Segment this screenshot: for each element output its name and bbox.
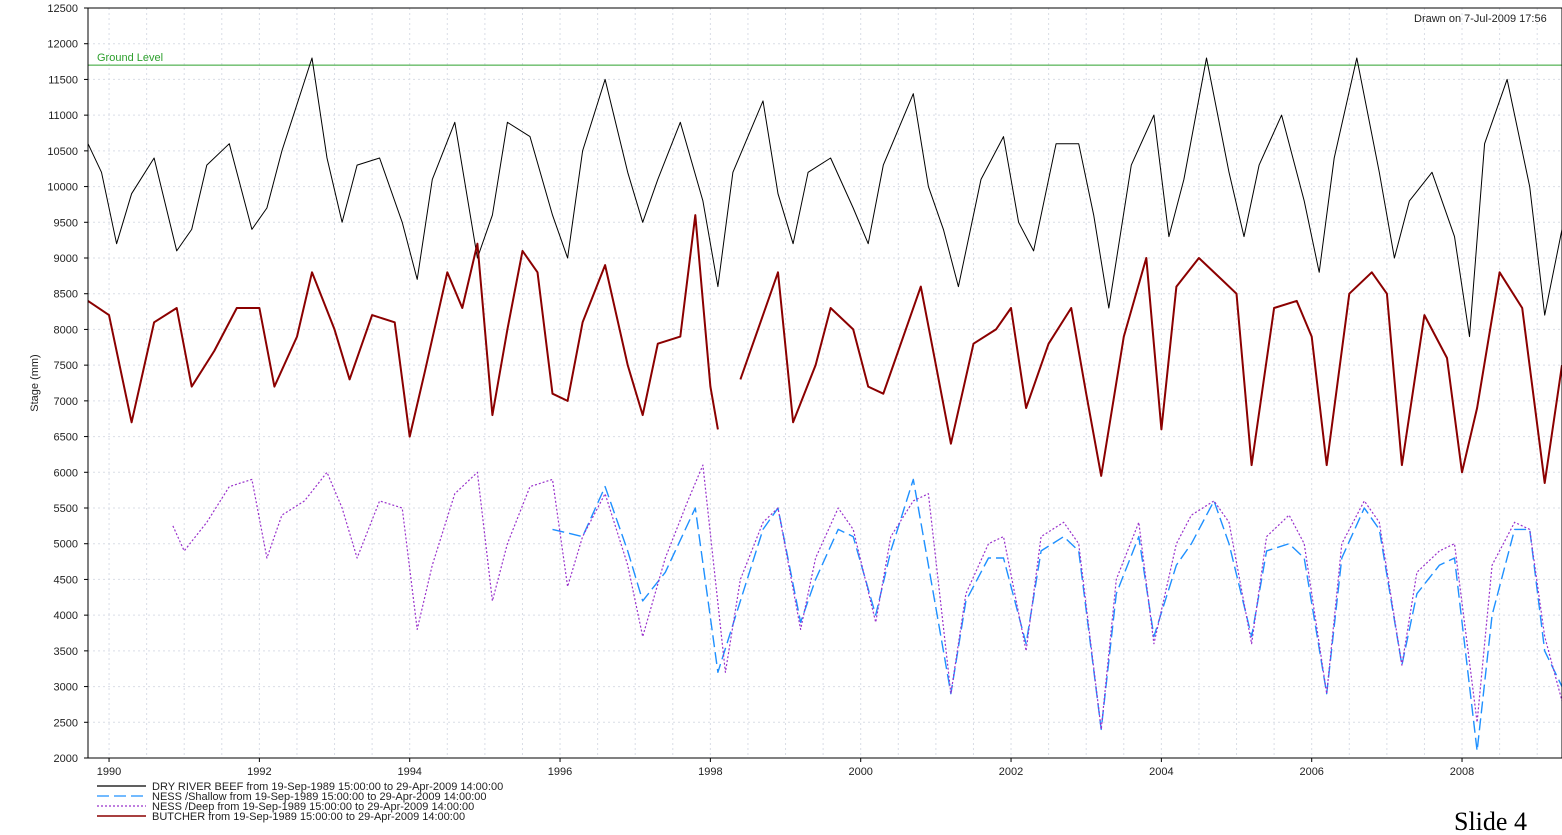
legend-entry: BUTCHER from 19-Sep-1989 15:00:00 to 29-… xyxy=(152,811,465,823)
drawn-on-label: Drawn on 7-Jul-2009 17:56 xyxy=(1414,13,1547,25)
x-tick-label: 1992 xyxy=(247,766,271,778)
ground-level-label: Ground Level xyxy=(97,52,163,64)
plot-frame xyxy=(87,7,1562,759)
y-tick-label: 2000 xyxy=(54,753,78,765)
y-tick-label: 7000 xyxy=(54,396,78,408)
x-tick-label: 1994 xyxy=(397,766,421,778)
legend-entry: NESS /Deep from 19-Sep-1989 15:00:00 to … xyxy=(152,801,474,813)
reference-layer: Ground Level xyxy=(88,52,1562,66)
series-lines xyxy=(87,57,1562,752)
y-tick-label: 8500 xyxy=(54,289,78,301)
y-tick-label: 5000 xyxy=(54,539,78,551)
y-tick-label: 12500 xyxy=(47,3,78,15)
y-tick-label: 10500 xyxy=(47,146,78,158)
series-line-1 xyxy=(87,57,1562,338)
x-tick-label: 2004 xyxy=(1149,766,1173,778)
y-tick-label: 2500 xyxy=(54,717,78,729)
y-tick-label: 11500 xyxy=(48,74,78,86)
grid-lines xyxy=(88,7,1562,759)
y-tick-label: 12000 xyxy=(47,39,78,51)
y-axis-ticks: 2000 2500 3000 3500 4000 4500 5000 5500 6000 6500… xyxy=(47,3,88,765)
x-tick-label: 2006 xyxy=(1299,766,1323,778)
slide-number: Slide 4 xyxy=(1454,807,1527,835)
x-tick-label: 2008 xyxy=(1450,766,1474,778)
x-axis-ticks: 1990 1992 1994 1996 1998 2000 2002 2004 2006 2008 xyxy=(97,758,1474,778)
x-tick-label: 1998 xyxy=(698,766,722,778)
x-tick-label: 1990 xyxy=(97,766,121,778)
legend-entry: NESS /Shallow from 19-Sep-1989 15:00:00 … xyxy=(152,791,487,803)
y-tick-label: 10000 xyxy=(47,182,78,194)
y-tick-label: 6000 xyxy=(54,467,78,479)
y-tick-label: 3000 xyxy=(54,682,78,694)
y-tick-label: 5500 xyxy=(54,503,78,515)
y-tick-label: 7500 xyxy=(54,360,78,372)
y-tick-label: 6500 xyxy=(54,432,78,444)
y-tick-label: 9500 xyxy=(54,217,78,229)
y-tick-label: 4000 xyxy=(54,610,78,622)
legend-entry: DRY RIVER BEEF from 19-Sep-1989 15:00:00… xyxy=(152,781,503,793)
legend: DRY RIVER BEEF from 19-Sep-1989 15:00:00… xyxy=(97,781,503,823)
x-tick-label: 1996 xyxy=(548,766,572,778)
y-tick-label: 11000 xyxy=(48,110,78,122)
series-line-4 xyxy=(87,214,1562,484)
y-tick-label: 3500 xyxy=(54,646,78,658)
x-tick-label: 2000 xyxy=(848,766,872,778)
y-tick-label: 9000 xyxy=(54,253,78,265)
x-tick-label: 2002 xyxy=(999,766,1023,778)
y-axis-label: Stage (mm) xyxy=(29,354,41,411)
y-tick-label: 8000 xyxy=(54,324,78,336)
y-tick-label: 4500 xyxy=(54,574,78,586)
plot-background xyxy=(88,8,1562,758)
